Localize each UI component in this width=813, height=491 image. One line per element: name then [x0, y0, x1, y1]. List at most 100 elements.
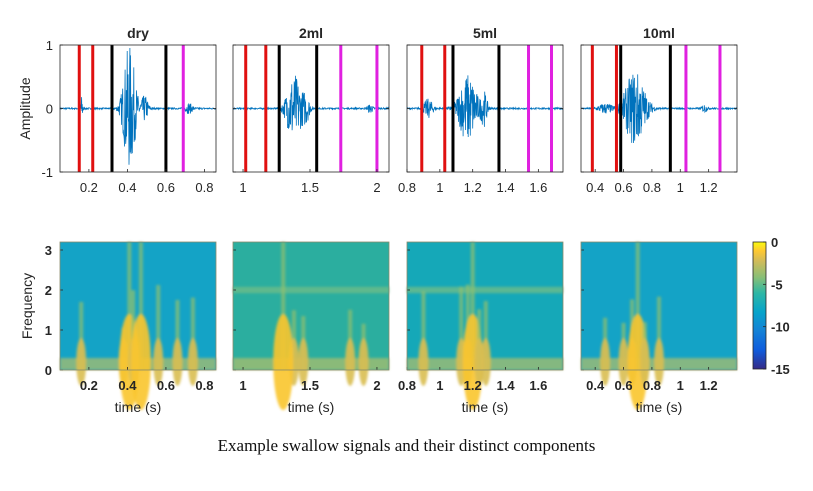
energy-hotspot — [627, 314, 648, 410]
spectrogram-energy — [60, 242, 216, 410]
x-tick-label: 0.2 — [80, 378, 98, 393]
waveform-line — [232, 75, 390, 131]
panel-title: 5ml — [473, 25, 497, 41]
energy-column — [138, 242, 143, 370]
spectrogram-panel-0: 0 1 2 3 Frequency 0.2 0.4 0.6 0.8 time (s) — [19, 241, 217, 415]
colorbar-tick-label: -10 — [771, 320, 790, 335]
energy-hotspot — [639, 338, 650, 386]
energy-column — [127, 242, 132, 370]
waveform-line — [580, 74, 738, 143]
energy-hotspot — [358, 338, 369, 386]
x-tick-label: 1.2 — [700, 378, 718, 393]
y-tick-label: 2 — [45, 283, 52, 298]
energy-column — [175, 299, 180, 370]
x-tick-label: 1 — [239, 180, 246, 195]
x-tick-label: 0.4 — [586, 378, 605, 393]
y-tick-label: -1 — [41, 165, 53, 180]
axes-box — [406, 44, 564, 173]
panel-title: 10ml — [643, 25, 675, 41]
x-tick-label: 1.5 — [301, 378, 319, 393]
horizontal-noise-band — [233, 286, 389, 294]
colorbar-gradient — [752, 241, 767, 370]
energy-column — [470, 242, 475, 370]
energy-column — [131, 290, 136, 370]
x-tick-label: 0.2 — [80, 180, 98, 195]
colorbar-tick-label: 0 — [771, 235, 778, 250]
axes-box — [59, 241, 217, 371]
x-tick-label: 1 — [239, 378, 246, 393]
energy-column — [421, 291, 426, 370]
x-tick-label: 1 — [677, 180, 684, 195]
spectrogram-energy — [581, 242, 737, 410]
x-tick-label: 0.8 — [643, 180, 661, 195]
energy-column — [635, 242, 640, 370]
colorbar-tick-label: -15 — [771, 362, 790, 377]
x-tick-label: 1 — [677, 378, 684, 393]
energy-column — [483, 301, 488, 370]
energy-hotspot — [600, 338, 611, 386]
x-tick-label: 0.4 — [586, 180, 604, 195]
energy-column — [156, 285, 161, 370]
energy-hotspot — [76, 338, 87, 386]
energy-column — [190, 297, 195, 370]
x-tick-label: 0.8 — [398, 180, 416, 195]
x-tick-label: 1.6 — [529, 180, 547, 195]
y-tick-label: 0 — [46, 102, 53, 117]
colorbar-tick-label: -5 — [771, 277, 783, 292]
x-tick-label: 0.8 — [195, 378, 213, 393]
spectrogram-panel-1: 1 1.5 2 time (s) — [232, 241, 390, 415]
spectrogram-energy — [407, 242, 563, 410]
waveform-panel-2: 5ml 0.8 1 1.2 1.4 1.6 — [398, 25, 564, 195]
x-tick-label: 1 — [436, 378, 443, 393]
y-axis-label: Amplitude — [17, 77, 33, 139]
axes-box — [406, 241, 564, 371]
energy-hotspot — [130, 314, 151, 410]
waveform-panel-3: 10ml 0.4 0.6 0.8 1 1.2 — [580, 25, 738, 195]
spectrogram-energy — [233, 242, 389, 410]
x-tick-label: 0.6 — [615, 378, 633, 393]
x-tick-label: 1.4 — [496, 378, 515, 393]
energy-column — [79, 301, 84, 370]
x-tick-label: 0.6 — [157, 180, 175, 195]
waveform-panel-1: 2ml 1 1.5 2 — [232, 25, 390, 195]
waveform-line — [406, 75, 564, 137]
spectrogram-panel-2: 0.8 1 1.2 1.4 1.6 time (s) — [398, 241, 564, 415]
energy-hotspot — [298, 338, 309, 386]
x-tick-label: 1.2 — [464, 378, 482, 393]
axes-box — [580, 241, 738, 371]
waveform-line — [59, 47, 217, 165]
x-tick-label: 0.8 — [195, 180, 213, 195]
colorbar: 0 -5 -10 -15 — [752, 235, 790, 377]
horizontal-noise-band — [407, 286, 563, 294]
x-axis-label: time (s) — [462, 399, 509, 415]
x-axis-label: time (s) — [288, 399, 335, 415]
energy-hotspot — [345, 338, 356, 386]
energy-hotspot — [480, 338, 491, 386]
x-axis-label: time (s) — [115, 399, 162, 415]
panel-title: 2ml — [299, 25, 323, 41]
y-tick-label: 1 — [46, 38, 53, 53]
x-tick-label: 1.2 — [700, 180, 718, 195]
spectrogram-panel-3: 0.4 0.6 0.8 1 1.2 time (s) — [580, 241, 738, 415]
plot-area — [407, 45, 563, 172]
y-tick-label: 0 — [45, 363, 52, 378]
x-tick-label: 1.6 — [529, 378, 547, 393]
energy-hotspot — [618, 338, 629, 386]
energy-column — [281, 242, 286, 370]
x-tick-label: 0.8 — [398, 378, 416, 393]
y-tick-label: 3 — [45, 243, 52, 258]
energy-hotspot — [273, 314, 294, 410]
x-tick-label: 0.4 — [118, 378, 137, 393]
energy-hotspot — [153, 338, 164, 386]
x-tick-label: 1 — [436, 180, 443, 195]
axes-box — [580, 44, 738, 173]
panel-title: dry — [127, 25, 149, 41]
x-tick-label: 0.6 — [157, 378, 175, 393]
energy-hotspot — [172, 338, 183, 386]
axes-box — [232, 241, 390, 371]
x-tick-label: 2 — [373, 378, 380, 393]
axes-box — [59, 44, 217, 173]
energy-hotspot — [418, 338, 429, 386]
x-tick-label: 2 — [373, 180, 380, 195]
